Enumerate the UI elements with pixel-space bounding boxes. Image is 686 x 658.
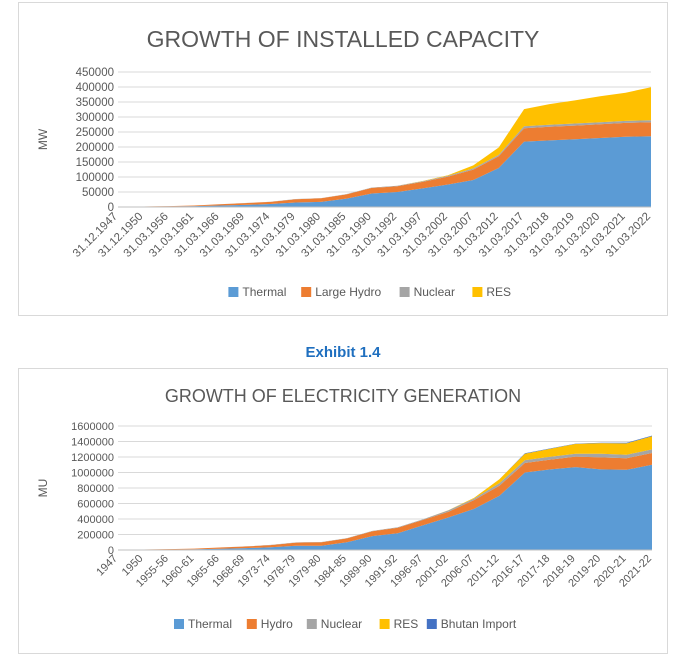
generation-area-chart: GROWTH OF ELECTRICITY GENERATION MU 0 20000…: [36, 386, 654, 631]
y-tick-label: 400000: [76, 82, 114, 94]
y-tick-label: 1000000: [71, 468, 114, 480]
legend-label-bhutan-import: Bhutan Import: [441, 617, 517, 631]
legend-swatch-thermal: [228, 287, 239, 297]
legend-label-res: RES: [394, 617, 419, 631]
area-series-thermal: [118, 136, 651, 207]
y-tick-label: 0: [108, 202, 114, 214]
y-tick-label: 100000: [76, 172, 114, 184]
y-tick-label: 1400000: [71, 437, 114, 449]
legend-label-thermal: Thermal: [242, 285, 286, 299]
legend: Thermal Large Hydro Nuclear RES: [228, 285, 511, 299]
y-axis-label: MW: [36, 128, 50, 150]
y-tick-label: 1200000: [71, 452, 114, 464]
area-series-hydro: [118, 453, 652, 550]
legend-label-hydro: Hydro: [261, 617, 293, 631]
area-series-res: [118, 87, 651, 207]
y-axis-label: MU: [36, 479, 50, 498]
y-tick-label: 200000: [77, 530, 114, 542]
legend-label-large-hydro: Large Hydro: [315, 285, 381, 299]
y-tick-label: 50000: [82, 187, 114, 199]
y-tick-label: 200000: [76, 142, 114, 154]
chart-title: GROWTH OF ELECTRICITY GENERATION: [165, 386, 521, 406]
area-series-large-hydro: [118, 122, 651, 207]
y-tick-label: 0: [108, 545, 114, 557]
legend-label-thermal: Thermal: [188, 617, 232, 631]
legend-swatch-nuclear: [399, 287, 410, 297]
y-tick-label: 150000: [76, 157, 114, 169]
y-tick-label: 600000: [77, 499, 114, 511]
legend-swatch-hydro: [246, 619, 257, 629]
capacity-chart-panel: GROWTH OF INSTALLED CAPACITY MW 0 50000 1000…: [18, 2, 668, 316]
y-tick-label: 350000: [76, 97, 114, 109]
legend-label-nuclear: Nuclear: [414, 285, 455, 299]
y-tick-label: 450000: [76, 67, 114, 79]
x-tick-label: 1947: [94, 553, 120, 579]
legend-swatch-bhutan-import: [426, 619, 437, 629]
legend-label-nuclear: Nuclear: [321, 617, 362, 631]
legend-swatch-res: [472, 287, 483, 297]
exhibit-label: Exhibit 1.4: [305, 344, 381, 361]
area-series-thermal: [118, 464, 652, 550]
legend-swatch-res: [379, 619, 390, 629]
y-tick-label: 250000: [76, 127, 114, 139]
legend-swatch-nuclear: [306, 619, 317, 629]
y-tick-label: 400000: [77, 514, 114, 526]
chart-title: GROWTH OF INSTALLED CAPACITY: [147, 26, 540, 52]
legend-swatch-large-hydro: [301, 287, 312, 297]
y-tick-label: 1600000: [71, 421, 114, 433]
generation-chart-panel: GROWTH OF ELECTRICITY GENERATION MU 0 20000…: [18, 368, 668, 654]
capacity-area-chart: GROWTH OF INSTALLED CAPACITY MW 0 50000 1000…: [36, 26, 653, 299]
legend-label-res: RES: [486, 285, 511, 299]
area-series-res: [118, 436, 652, 550]
y-tick-label: 800000: [77, 483, 114, 495]
y-tick-label: 300000: [76, 112, 114, 124]
legend: Thermal Hydro Nuclear RES Bhutan Import: [174, 617, 517, 631]
legend-swatch-thermal: [174, 619, 184, 629]
